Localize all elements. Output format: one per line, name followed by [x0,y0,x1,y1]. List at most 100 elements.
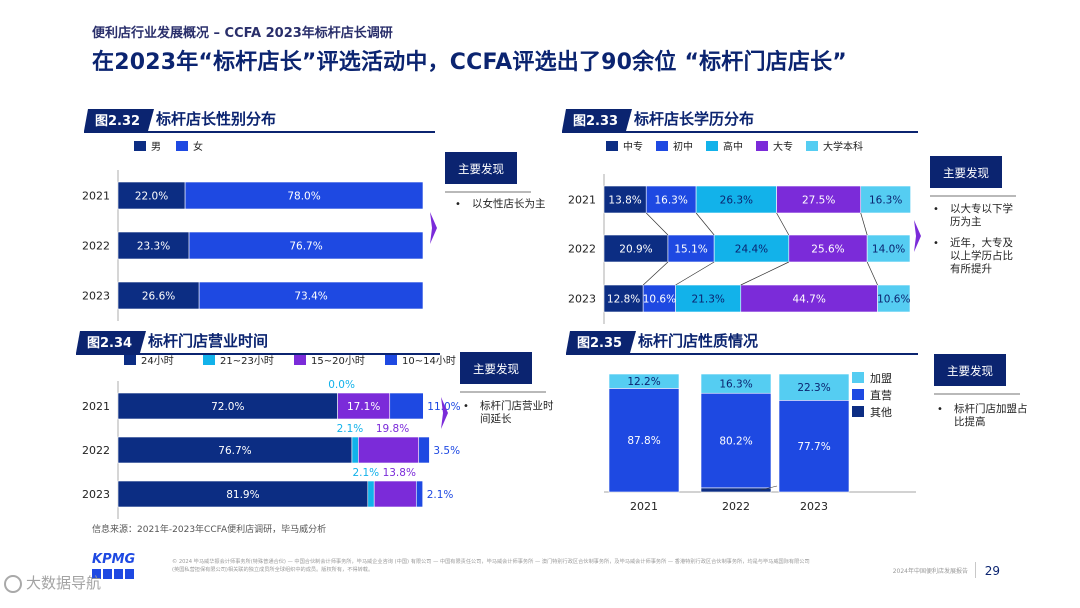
fig_2_35-legend-label-1: 直营 [870,388,892,402]
page-title: 在2023年“标杆店长”评选活动中，CCFA评选出了90余位 “标杆门店店长” [92,50,847,75]
fig_2_34-label-1-1: 2.1% [337,423,364,435]
fig_2_34-label-1-0: 0.0% [328,379,355,391]
fig_2_34-bar-3-1 [418,436,430,464]
fig_2_32-legend-swatch-0 [134,141,146,151]
logo-text: KPMG [92,552,136,567]
fig_2_33-connector-0-1 [695,212,715,236]
fig_2_34-label-1-2: 2.1% [352,467,379,479]
fig_2_35-legend-swatch-2 [852,372,864,383]
fig_2_32-bar-1-0 [184,181,424,210]
fig_2_34-findings-box [460,352,532,384]
fig_2_33-label-4-2: 10.6% [877,294,910,306]
fig_2_33-bar-2-1 [713,234,790,263]
fig_2_33-bar-0-1 [603,234,669,263]
fig_2_33-plot: 2021 13.8% 16.3% 26.3% 27.5% 16.3% 2022 20.9% 15… [568,174,911,324]
fig_2_33-connector-1-0 [642,261,669,286]
breadcrumb: 便利店行业发展概况 – CCFA 2023年标杆店长调研 [92,26,393,41]
fig_2_35-bar-2-2 [778,373,850,401]
fig_2_32-title: 标杆店长性别分布 [155,110,276,128]
fig_2_33-legend-label-4: 大学本科 [823,140,863,153]
fig_2_33-label-4-1: 14.0% [872,244,905,256]
fig_2_33-label-2-2: 21.3% [692,294,725,306]
fig_2_34-bar-2-2 [373,480,417,508]
page-number: 29 [984,564,1000,578]
fig_2_34-bar-3-0 [389,392,424,420]
fig_2_33-cat-1: 2022 [568,243,596,256]
fig_2_34-legend: 24小时 21~23小时 15~20小时 10~14小时 [124,355,456,367]
fig_2_33-legend-swatch-4 [806,141,818,151]
fig_2_32-finding-bullet-0: • [455,199,461,210]
fig_2_33-cat-0: 2021 [568,194,596,207]
fig_2_34-cat-1: 2022 [82,444,110,457]
fig_2_32-label-0-2: 26.6% [142,291,175,303]
fig_2_35-findings-label: 主要发现 [947,364,993,378]
fig_2_35-leader [760,485,778,491]
fig_2_35-legend-label-2: 加盟 [870,372,892,385]
fig_2_33-legend-label-0: 中专 [623,140,643,153]
fig_2_32-label-0-0: 22.0% [135,191,168,203]
fig_2_33-connector-0-0 [645,212,669,236]
fig_2_35-cat-1: 2022 [722,500,750,513]
fig_2_32-bar-1-1 [188,231,424,260]
fig_2_33-legend-swatch-3 [756,141,768,151]
fig_2_33-title: 标杆店长学历分布 [633,110,754,128]
fig_2_34-findings-label: 主要发现 [473,362,519,376]
fig_2_34-finding-text-0-0: 标杆门店营业时 [480,399,554,412]
fig_2_35-label-2-2: 22.3% [797,382,830,394]
fig_2_33-legend-swatch-1 [656,141,668,151]
fig_2_34-chevron-icon [441,397,448,429]
fig_2_35-bar-0-1 [700,487,772,493]
fig_2_32-label-1-2: 73.4% [294,291,327,303]
fig_2_35-header: 图2.35 标杆门店性质情况 [566,331,918,355]
fig_2_33-label-1-1: 15.1% [674,244,707,256]
fig_2_34-bar-1-1 [351,436,359,464]
watermark-text: 大数据导航 [26,574,102,592]
fig_2_34-label-3-1: 3.5% [433,445,460,457]
fig_2_35-legend-label-0: 其他 [870,406,892,419]
logo-bars-icon [92,569,138,579]
fig_2_33-label-4-0: 16.3% [869,195,902,207]
report-name: 2024年中国便利店发展报告 [892,568,968,575]
fig_2_33-cat-2: 2023 [568,293,596,306]
fig_2_34-cat-2: 2023 [82,488,110,501]
fig_2_32-legend: 男女 [134,140,203,153]
fig_2_32-label-1-0: 78.0% [287,191,320,203]
fig_2_34-legend-swatch-0 [124,355,136,365]
fig_2_33-bar-2-2 [675,284,742,313]
fig_2_35-cat-2: 2023 [800,500,828,513]
fig_2_32-tag-bg [84,109,154,131]
fig_2_35-legend-swatch-0 [852,406,864,417]
fig_2_33-legend-swatch-0 [606,141,618,151]
fig_2_33-finding-text-1-2: 有所提升 [950,262,992,275]
fig_2_34-label-0-0: 72.0% [211,401,244,413]
fig_2_33-legend-swatch-2 [706,141,718,151]
fig_2_34-legend-label-2: 15~20小时 [311,355,365,367]
fig_2_35-bar-2-0 [608,373,680,389]
fig_2_33-connector-0-2 [776,212,790,236]
fig_2_33-header: 图2.33 标杆店长学历分布 [562,109,918,133]
fig_2_32-bar-0-1 [117,231,190,260]
fig_2_34-bar-0-2 [117,480,369,508]
fig_2_33-label-3-1: 25.6% [811,244,844,256]
fig_2_32-legend-swatch-1 [176,141,188,151]
fig_2_35-label-2-1: 16.3% [719,379,752,391]
fig_2_34-tag-bg [76,331,146,353]
fig_2_33-finding-text-1-1: 以上学历占比 [950,249,1013,262]
fig_2_33-chevron-icon [914,220,921,252]
fig_2_32-cat-2: 2023 [82,290,110,303]
fig_2_35-label-1-0: 87.8% [627,435,660,447]
fig_2_33-label-1-2: 10.6% [643,294,676,306]
fig_2_33-bar-2-0 [695,185,777,214]
fig_2_34-legend-swatch-1 [203,355,215,365]
fig_2_35-plot: 87.8%12.2%20213.5%80.2%16.3%202277.7%22.… [604,373,916,513]
fig_2_33-tag-bg [562,109,632,131]
fig_2_35-tag-bg [566,331,636,353]
fig_2_33-bar-4-2 [877,284,911,313]
fig_2_35-legend-swatch-1 [852,389,864,400]
fig_2_33-connector-0-3 [860,212,868,236]
fig_2_32-findings-box [445,152,517,184]
